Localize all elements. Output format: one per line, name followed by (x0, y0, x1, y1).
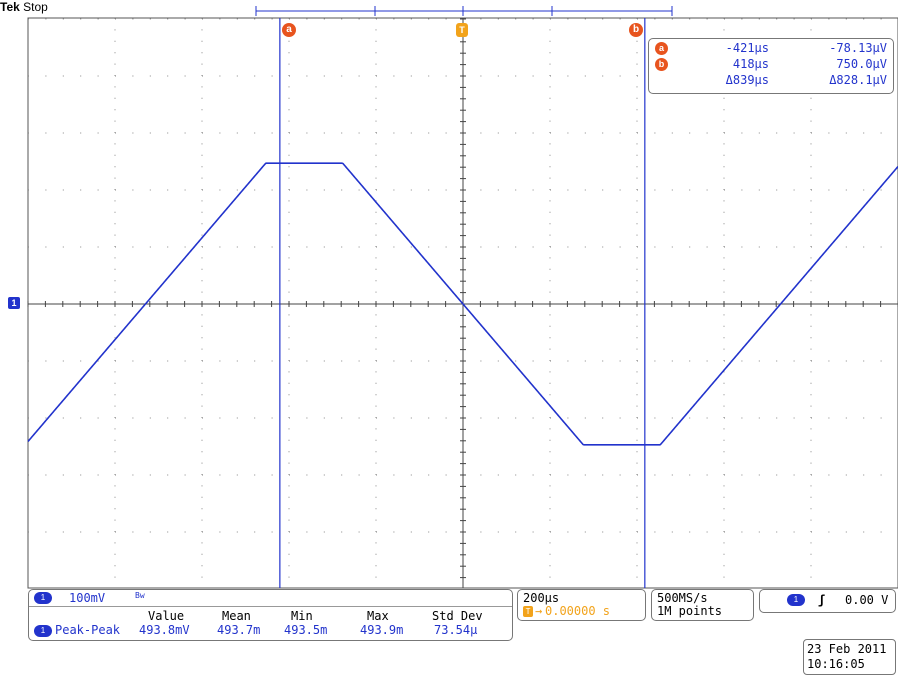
measurement-row-peak-peak[interactable]: 1 Peak-Peak 493.8mV 493.7m 493.5m 493.9m… (29, 623, 512, 638)
header-mean: Mean (222, 609, 251, 623)
measurement-value: 493.8mV (139, 623, 190, 637)
cursor-delta-value: Δ828.1µV (829, 73, 887, 87)
cursor-delta-time: Δ839µs (725, 73, 769, 87)
date: 23 Feb 2011 (807, 642, 887, 656)
acquisition-status: Stop (23, 0, 48, 14)
brand-logo: Tek (0, 0, 20, 14)
header-value: Value (148, 609, 185, 623)
measurement-min: 493.5m (284, 623, 328, 637)
date-time-panel: 23 Feb 2011 10:16:05 (803, 639, 896, 675)
cursor-readout-panel: a -421µs -78.13µV b 418µs 750.0µV Δ839µs… (648, 38, 894, 94)
measurement-channel-badge: 1 (34, 625, 52, 637)
trigger-panel[interactable]: 1 ʃ 0.00 V (759, 589, 896, 613)
cursor-b-icon: b (655, 58, 668, 71)
trigger-position-icon: T (523, 606, 533, 617)
horizontal-position: 0.00000 s (545, 604, 611, 618)
cursor-a-value: -78.13µV (829, 41, 887, 55)
cursor-a-time: -421µs (725, 41, 769, 55)
waveform-display (27, 6, 898, 589)
trigger-source-badge: 1 (787, 594, 805, 606)
timebase-scale: 200µs (523, 591, 560, 605)
cursor-delta-readout: Δ839µs Δ828.1µV (649, 73, 893, 89)
record-length: 1M points (657, 604, 723, 618)
cursor-lines[interactable] (279, 18, 646, 588)
cursor-a-marker[interactable]: a (282, 23, 296, 37)
cursor-b-time: 418µs (732, 57, 769, 71)
arrow-right-icon: → (535, 604, 543, 618)
channel-1-scale: 100mV (69, 591, 106, 605)
cursor-b-marker[interactable]: b (629, 23, 643, 37)
record-position-ruler (255, 6, 673, 16)
sample-rate: 500MS/s (657, 591, 708, 605)
trigger-level: 0.00 V (845, 593, 889, 607)
cursor-a-icon: a (655, 42, 668, 55)
bandwidth-limit-icon: Bw (135, 591, 145, 600)
cursor-b-readout: b 418µs 750.0µV (649, 57, 893, 73)
measurement-name: Peak-Peak (55, 623, 121, 637)
channel-1-ground-marker[interactable]: 1 (8, 297, 20, 309)
header-min: Min (291, 609, 313, 623)
channel-1-trace (27, 162, 898, 446)
header-std-dev: Std Dev (432, 609, 483, 623)
cursor-a-readout: a -421µs -78.13µV (649, 41, 893, 57)
rising-edge-icon: ʃ (818, 593, 826, 607)
measurement-mean: 493.7m (217, 623, 261, 637)
channel-1-badge: 1 (34, 592, 52, 604)
header-max: Max (367, 609, 389, 623)
cursor-b-value: 750.0µV (836, 57, 887, 71)
measurement-max: 493.9m (360, 623, 404, 637)
measurement-headers: Value Mean Min Max Std Dev (29, 609, 512, 623)
graticule (27, 17, 898, 589)
channel-measurement-panel: 1 100mV Bw Value Mean Min Max Std Dev 1 … (28, 589, 513, 641)
timebase-panel[interactable]: 200µs T → 0.00000 s (517, 589, 646, 621)
time: 10:16:05 (807, 657, 865, 671)
channel-settings-row[interactable]: 1 100mV Bw (29, 590, 512, 607)
brand-status: Tek Stop (0, 0, 898, 14)
acquisition-panel[interactable]: 500MS/s 1M points (651, 589, 754, 621)
trigger-position-marker[interactable]: T (456, 23, 468, 37)
measurement-std-dev: 73.54µ (434, 623, 478, 637)
